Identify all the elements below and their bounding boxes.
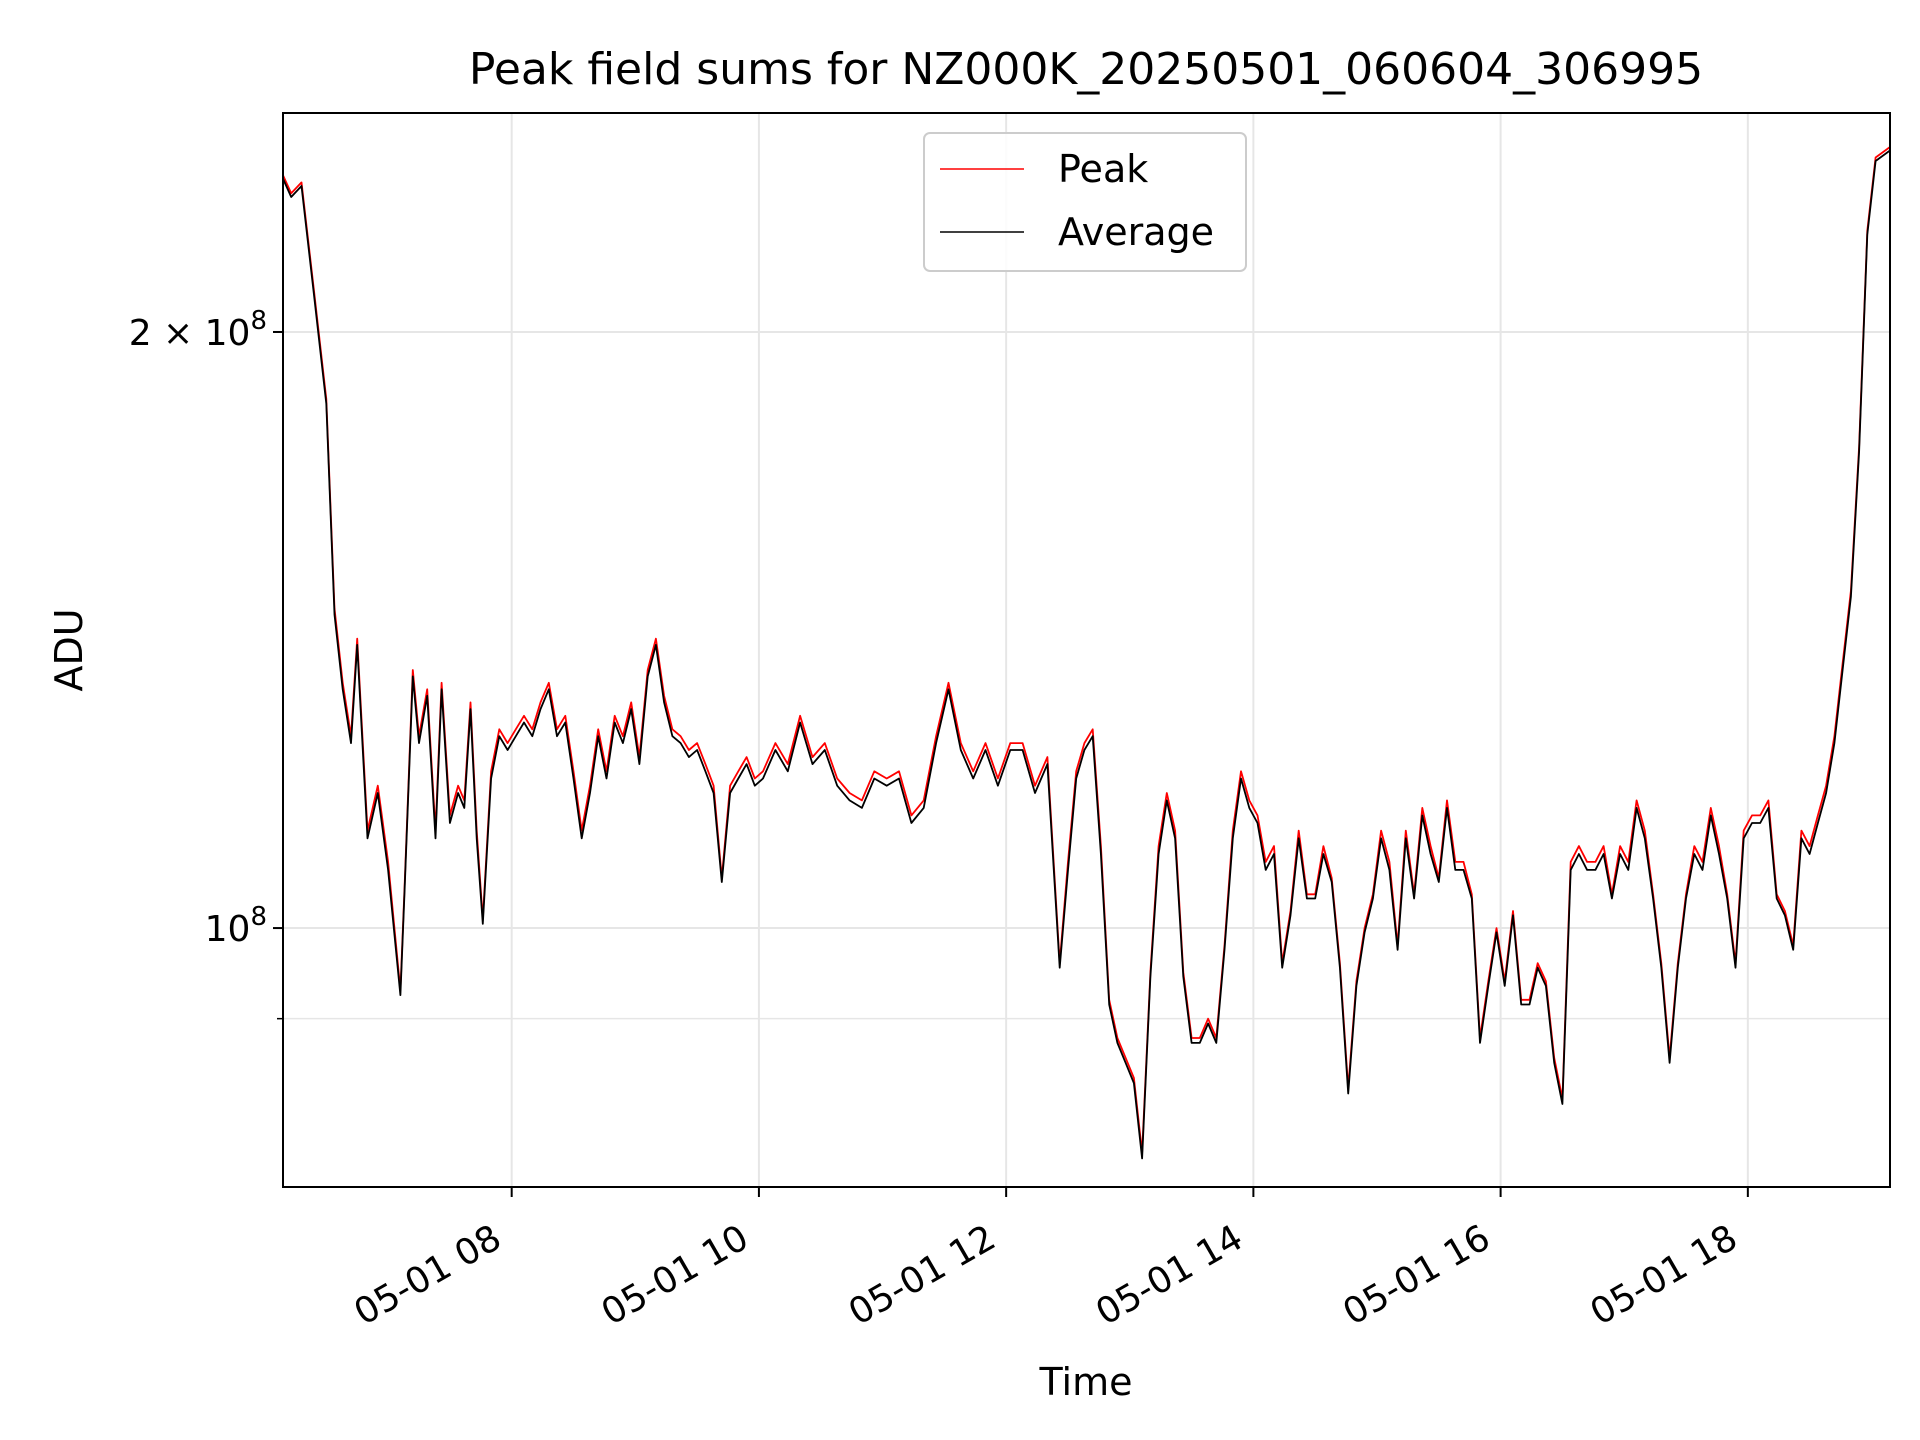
legend: Peak Average bbox=[923, 132, 1247, 272]
legend-label-average: Average bbox=[1058, 210, 1214, 254]
series-line-average bbox=[282, 149, 1891, 1160]
plot-frame bbox=[282, 112, 1891, 1188]
y-axis-label: ADU bbox=[47, 608, 91, 691]
y-tick-label: 108 bbox=[205, 902, 267, 950]
y-axis-ticks: 108 2 × 108 bbox=[129, 306, 283, 1020]
y-tick-label: 2 × 108 bbox=[129, 306, 267, 354]
legend-label-peak: Peak bbox=[1058, 147, 1148, 191]
x-axis-label: Time bbox=[1039, 1360, 1133, 1404]
grid bbox=[283, 113, 1890, 1187]
series-line-peak bbox=[282, 146, 1891, 1154]
chart-title: Peak field sums for NZ000K_20250501_0606… bbox=[469, 44, 1703, 95]
legend-box bbox=[923, 132, 1247, 272]
series-lines bbox=[282, 146, 1891, 1160]
